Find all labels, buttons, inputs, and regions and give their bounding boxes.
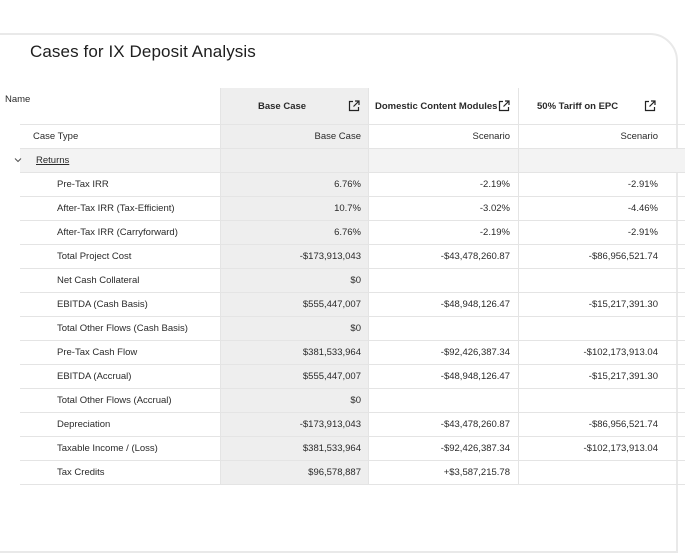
cell: 10.7% [220,197,368,220]
row-label: Pre-Tax IRR [57,179,109,190]
cell: -$43,478,260.87 [368,413,518,436]
table-row: Total Other Flows (Accrual) $0 [20,389,685,413]
cases-table: Name Base Case Domestic Content Modules … [5,88,685,485]
cell: -$102,173,913.04 [518,341,664,364]
table-row: EBITDA (Accrual) $555,447,007 -$48,948,126… [20,365,685,389]
cell: -2.91% [518,173,664,196]
row-label: Total Other Flows (Cash Basis) [57,323,188,334]
cell: Base Case [220,125,368,148]
row-label: Tax Credits [57,467,105,478]
cell [518,149,664,172]
cell: $381,533,964 [220,341,368,364]
table-row: Depreciation -$173,913,043 -$43,478,260.87… [20,413,685,437]
table-row: Tax Credits $96,578,887 +$3,587,215.78 [20,461,685,485]
cell: Scenario [368,125,518,148]
cell [518,461,664,484]
case-type-row: Case Type Base Case Scenario Scenario [20,125,685,149]
cell: -2.91% [518,221,664,244]
group-row-returns[interactable]: Returns [14,149,685,173]
cell: -$86,956,521.74 [518,413,664,436]
cell: -$173,913,043 [220,413,368,436]
table-row: EBITDA (Cash Basis) $555,447,007 -$48,948,… [20,293,685,317]
cell: $96,578,887 [220,461,368,484]
cell [368,149,518,172]
cell [518,317,664,340]
column-header-domestic-content-modules[interactable]: Domestic Content Modules [368,88,518,124]
column-header-label: Domestic Content Modules [375,100,498,112]
cell: +$3,587,215.78 [368,461,518,484]
row-label: Case Type [33,131,79,142]
cell: -$92,426,387.34 [368,341,518,364]
column-header-label: Base Case [258,100,307,112]
cell [368,317,518,340]
row-label: After-Tax IRR (Tax-Efficient) [57,203,175,214]
table-row: Taxable Income / (Loss) $381,533,964 -$92,… [20,437,685,461]
cell: -$173,913,043 [220,245,368,268]
cell: -$43,478,260.87 [368,245,518,268]
row-label: Depreciation [57,419,111,430]
cell: -2.19% [368,221,518,244]
metric-rows: Pre-Tax IRR 6.76% -2.19% -2.91% After-Tax IR… [20,173,685,485]
group-label[interactable]: Returns [36,155,70,166]
table-row: Pre-Tax Cash Flow $381,533,964 -$92,426,38… [20,341,685,365]
cell [518,269,664,292]
chevron-down-icon[interactable] [14,156,24,165]
open-external-icon[interactable] [498,100,510,112]
page-title: Cases for IX Deposit Analysis [30,42,256,61]
cell: -$15,217,391.30 [518,293,664,316]
row-label: EBITDA (Accrual) [57,371,132,382]
row-label: Taxable Income / (Loss) [57,443,158,454]
cell: 6.76% [220,221,368,244]
cell: -$86,956,521.74 [518,245,664,268]
cell: -$92,426,387.34 [368,437,518,460]
cell: -$48,948,126.47 [368,365,518,388]
table-row: Net Cash Collateral $0 [20,269,685,293]
row-label: After-Tax IRR (Carryforward) [57,227,178,238]
cell: $0 [220,317,368,340]
cell: -$15,217,391.30 [518,365,664,388]
cell: $555,447,007 [220,293,368,316]
open-external-icon[interactable] [644,100,656,112]
cell: Scenario [518,125,664,148]
table-row: Total Other Flows (Cash Basis) $0 [20,317,685,341]
cell: -3.02% [368,197,518,220]
cell: $555,447,007 [220,365,368,388]
row-label: EBITDA (Cash Basis) [57,299,148,310]
table-row: Pre-Tax IRR 6.76% -2.19% -2.91% [20,173,685,197]
cell: -4.46% [518,197,664,220]
row-label: Net Cash Collateral [57,275,140,286]
column-header-base-case[interactable]: Base Case [220,88,368,124]
cell [518,389,664,412]
cell: $381,533,964 [220,437,368,460]
column-header-50-tariff-on-epc[interactable]: 50% Tariff on EPC [518,88,664,124]
cell [368,389,518,412]
cell [220,149,368,172]
name-column-header: Name [5,94,31,105]
cell: 6.76% [220,173,368,196]
table-row: After-Tax IRR (Carryforward) 6.76% -2.19% -… [20,221,685,245]
row-label: Pre-Tax Cash Flow [57,347,138,358]
open-external-icon[interactable] [348,100,360,112]
cell: -$48,948,126.47 [368,293,518,316]
cell: -2.19% [368,173,518,196]
cell [368,269,518,292]
cell: $0 [220,269,368,292]
cell: -$102,173,913.04 [518,437,664,460]
row-label: Total Project Cost [57,251,132,262]
cell: $0 [220,389,368,412]
table-header-row: Name Base Case Domestic Content Modules … [5,88,685,125]
row-label: Total Other Flows (Accrual) [57,395,172,406]
table-row: After-Tax IRR (Tax-Efficient) 10.7% -3.02%… [20,197,685,221]
column-header-label: 50% Tariff on EPC [537,100,619,112]
table-row: Total Project Cost -$173,913,043 -$43,478,… [20,245,685,269]
